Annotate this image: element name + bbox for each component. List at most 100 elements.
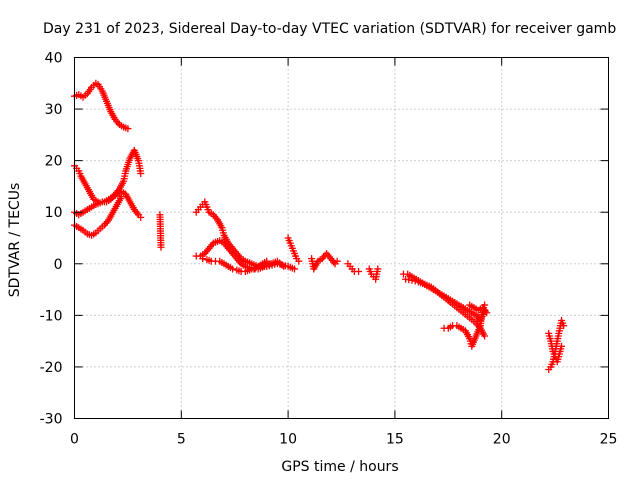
data-point-fill [480,330,488,338]
data-point-fill [134,155,142,163]
data-point-fill [218,258,226,266]
data-point-fill [90,230,98,238]
data-point-fill [546,335,554,343]
series-arc-2 [71,146,145,206]
data-point-fill [116,195,124,203]
data-point-fill [98,223,106,231]
data-point-fill [222,261,230,269]
data-point-fill [84,186,92,194]
series-arc-11 [344,260,363,276]
series-arc-1 [71,79,132,133]
data-point-fill [425,282,433,290]
data-point-fill [77,210,85,218]
data-points [71,79,568,374]
series-arc-16 [466,301,491,317]
data-point-fill [555,353,563,361]
x-tick-label: 20 [493,432,511,448]
data-point-fill [468,302,476,310]
y-tick-label: 10 [45,205,63,221]
data-point [355,268,363,276]
data-point-fill [261,258,269,266]
data-point-fill [103,218,111,226]
data-point-fill [208,241,216,249]
x-tick-label: 25 [600,432,618,448]
data-point-fill [125,196,133,204]
data-point-fill [444,297,452,305]
data-point-fill [285,237,293,245]
data-point-fill [212,214,220,222]
data-point-fill [555,329,563,337]
data-point-fill [204,206,212,214]
data-point-fill [119,179,127,187]
data-point-fill [94,227,102,235]
data-point-fill [256,261,264,269]
y-tick-label: -30 [40,412,63,428]
y-tick-label: 40 [45,51,63,67]
data-point-fill [218,238,226,246]
data-point-fill [76,170,84,178]
data-point-fill [110,113,118,121]
data-point [333,257,341,265]
series-arc-5 [156,211,165,251]
series-arc-10 [308,249,341,273]
data-point-fill [287,242,295,250]
plot-frame [74,57,609,419]
y-tick-labels: -30 -20 -10 0 10 20 30 40 [40,51,63,428]
x-tick-labels: 0 5 10 15 20 25 [70,432,617,448]
data-point-fill [271,258,279,266]
x-tick-label: 15 [386,432,404,448]
series-arc-4 [71,193,125,239]
data-point-fill [235,267,243,275]
data-point-fill [373,268,381,276]
data-point-fill [90,202,98,210]
data-point-fill [136,167,144,175]
x-tick-label: 5 [177,432,186,448]
data-point-fill [111,191,119,199]
data-point-fill [313,259,321,267]
data-point-fill [102,95,110,103]
axis-ticks [74,57,609,419]
series-arc-18 [545,329,566,366]
data-point-fill [366,268,374,276]
data-point-fill [289,247,297,255]
data-point-fill [202,200,210,208]
data-point-fill [446,323,454,331]
data-point-fill [106,106,114,114]
data-point-fill [330,258,338,266]
data-point-fill [108,210,116,218]
data-point-fill [405,276,413,284]
data-point-fill [90,81,98,89]
data-point-fill [217,222,225,230]
data-point-fill [219,229,227,237]
data-point-fill [475,324,483,332]
data-point-fill [117,122,125,130]
data-point-fill [455,323,463,331]
data-point-fill [239,261,247,269]
data-point-fill [97,85,105,93]
data-point-fill [466,307,474,315]
data-point-fill [81,228,89,236]
data-point [199,255,207,263]
data-point-fill [548,360,556,368]
data-point-fill [557,345,565,353]
data-point-fill [288,264,296,272]
data-point-fill [550,350,558,358]
chart-title: Day 231 of 2023, Sidereal Day-to-day VTE… [43,21,616,37]
data-point [295,257,303,265]
data-point-fill [438,292,446,300]
y-axis-label: SDTVAR / TECUs [7,183,23,298]
data-point-fill [77,225,85,233]
data-point-fill [411,277,419,285]
data-point-fill [226,264,234,272]
data-point-fill [451,302,459,310]
y-tick-label: -20 [40,360,63,376]
series-arc-17 [545,317,568,374]
series-arc-9 [284,234,303,265]
data-point-fill [207,210,215,218]
data-point-fill [86,85,94,93]
data-point-fill [481,307,489,315]
data-point-fill [103,197,111,205]
data-point-fill [406,271,414,279]
data-point-fill [470,317,478,325]
data-point-fill [107,194,115,202]
